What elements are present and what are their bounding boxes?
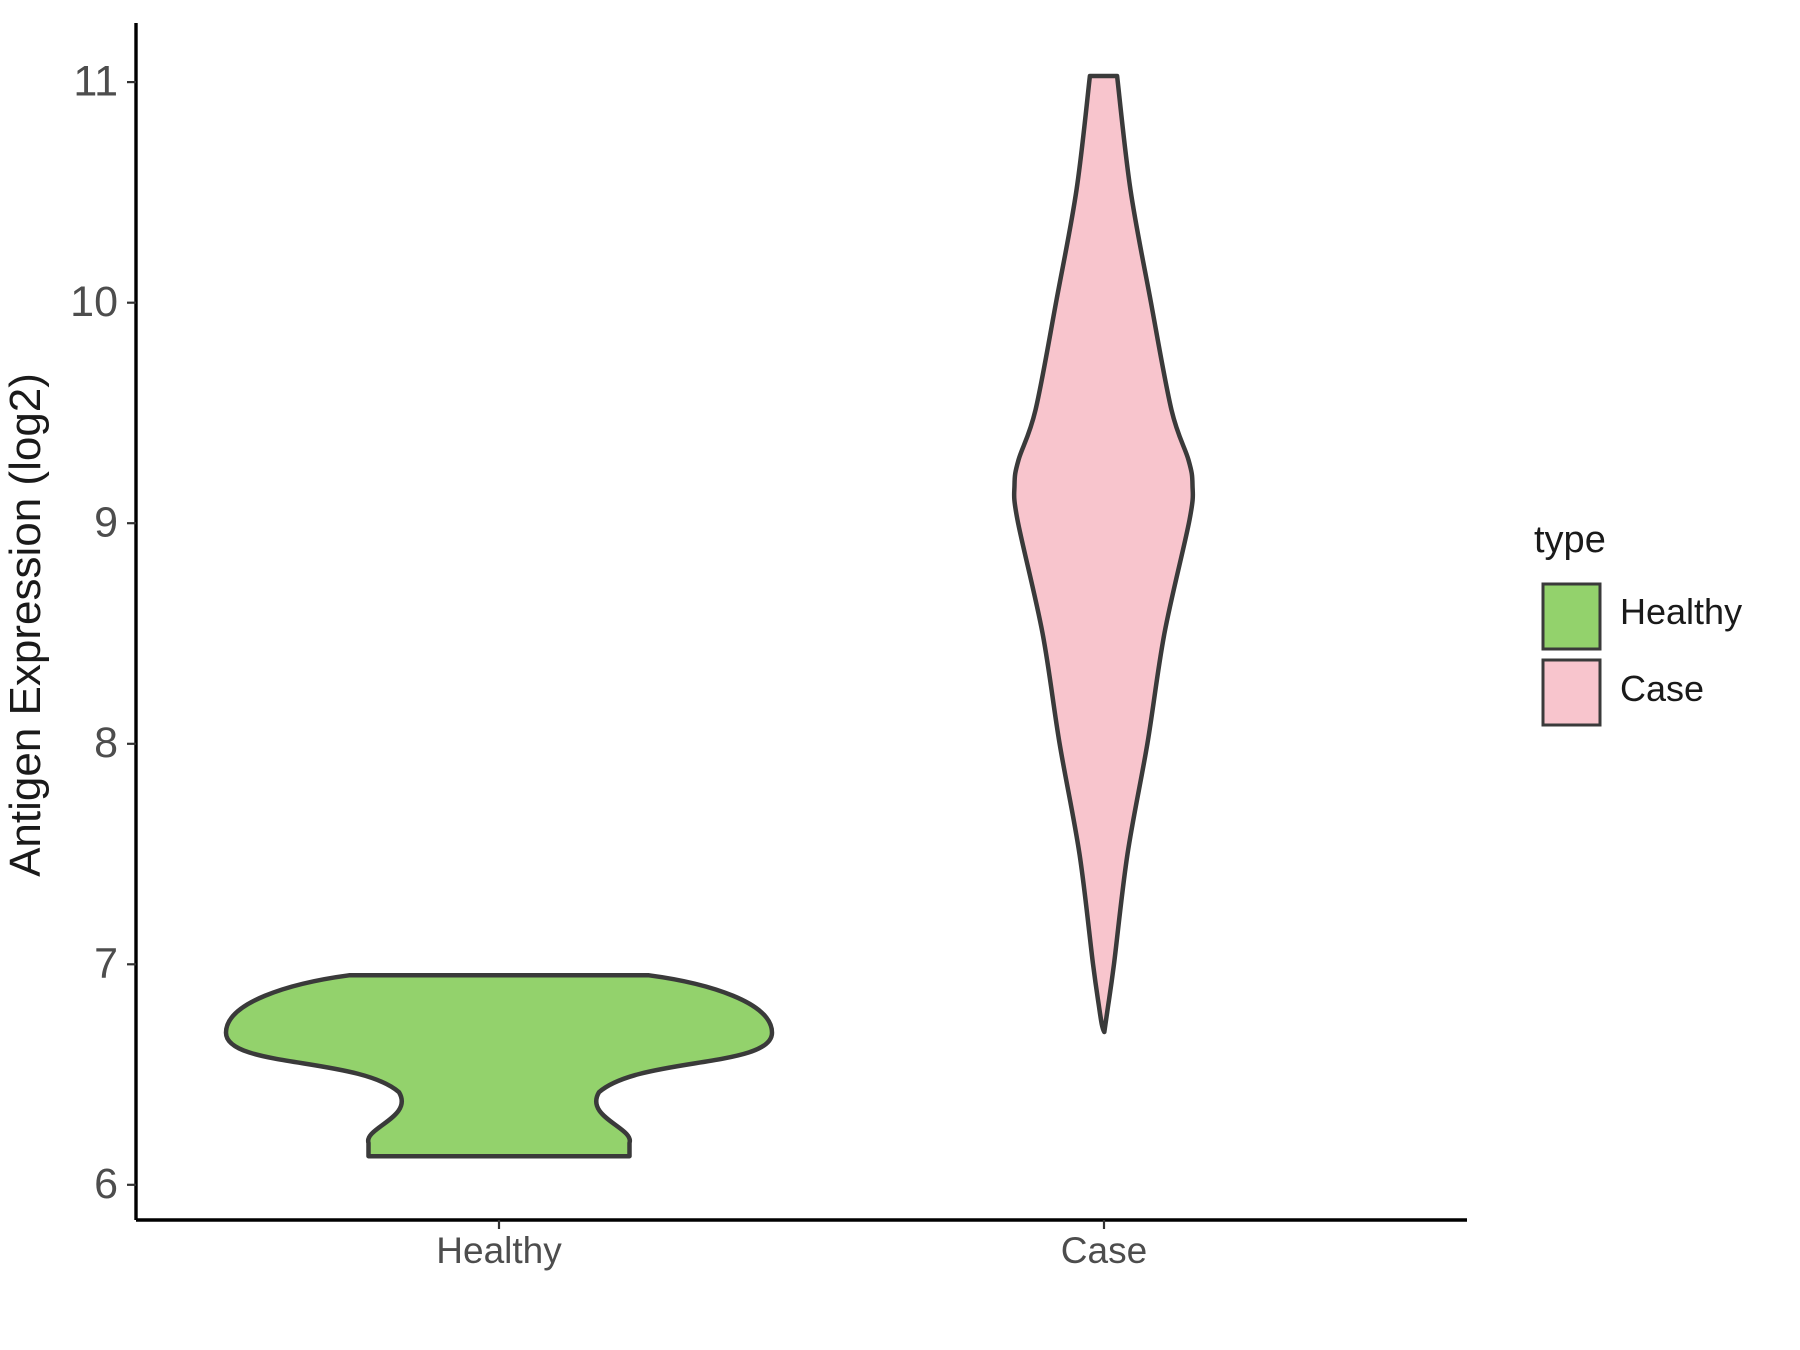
svg-text:9: 9	[94, 499, 118, 547]
svg-text:Antigen Expression (log2): Antigen Expression (log2)	[1, 373, 50, 877]
svg-text:10: 10	[70, 278, 118, 326]
svg-text:Case: Case	[1620, 668, 1704, 709]
svg-text:11: 11	[73, 58, 118, 106]
svg-text:7: 7	[94, 940, 118, 988]
svg-text:Case: Case	[1061, 1230, 1147, 1271]
svg-text:Healthy: Healthy	[1620, 591, 1742, 632]
svg-text:Healthy: Healthy	[436, 1230, 562, 1271]
svg-text:type: type	[1534, 519, 1606, 561]
svg-text:6: 6	[94, 1160, 118, 1208]
svg-text:8: 8	[94, 719, 118, 767]
